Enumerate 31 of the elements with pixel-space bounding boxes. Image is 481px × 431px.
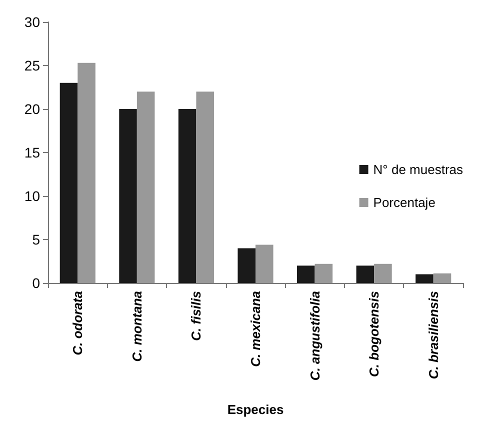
bar [374,264,392,283]
bar [119,109,137,283]
x-tick-label: C. bogotensis [366,291,382,377]
bar [178,109,196,283]
bar [314,264,333,283]
bar [416,274,434,283]
y-tick-label: 5 [32,232,40,248]
x-tick-label: C. mexicana [248,291,263,367]
bar [136,92,155,283]
y-tick-label: 20 [24,101,40,117]
bar [433,273,452,283]
bar [196,92,214,283]
legend-label: Porcentaje [373,195,436,210]
bar [238,248,256,283]
bar [356,266,374,283]
bar [297,266,315,283]
x-tick-label: C. odorata [70,291,86,356]
x-tick-label: C. angustifolia [307,291,322,381]
x-axis-title: Especies [227,402,284,417]
x-tick-label: C. montana [129,291,144,362]
y-tick-label: 10 [24,188,40,204]
x-tick-label: C. brasiliensis [426,291,441,380]
y-tick-label: 25 [24,58,40,74]
bar [60,82,78,283]
bar [78,62,96,283]
bar [256,244,274,283]
y-tick-label: 15 [24,144,40,160]
y-tick-label: 0 [32,275,40,291]
x-tick-label: C. fisilis [188,291,204,341]
y-tick-label: 30 [24,14,40,30]
legend-label: N° de muestras [373,162,464,177]
